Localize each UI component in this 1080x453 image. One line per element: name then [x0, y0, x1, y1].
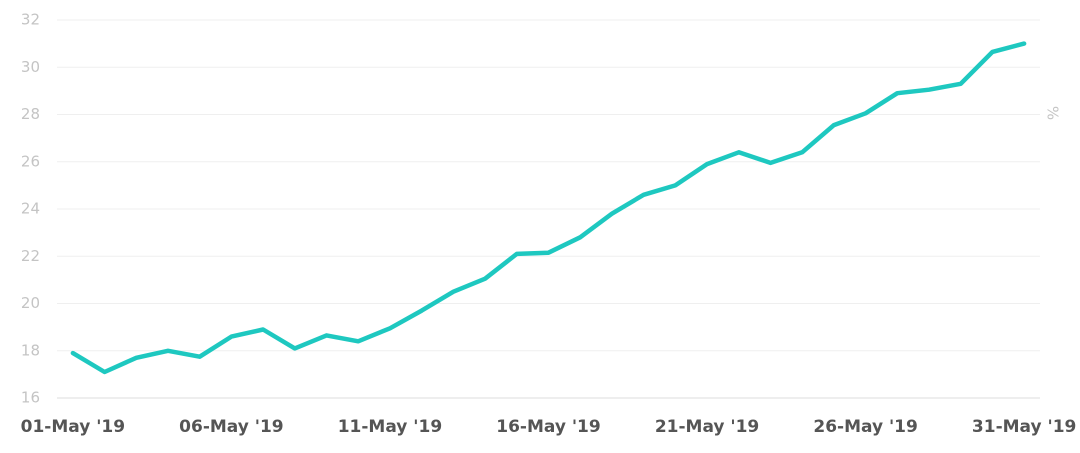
x-tick-label: 31-May '19 — [972, 417, 1076, 437]
x-tick-label: 16-May '19 — [496, 417, 600, 437]
y-tick-label: 26 — [21, 152, 40, 170]
y-tick-label: 24 — [21, 200, 40, 218]
y-tick-label: 16 — [21, 389, 40, 407]
x-tick-label: 26-May '19 — [813, 417, 917, 437]
x-tick-label: 01-May '19 — [21, 417, 125, 437]
y-tick-label: 28 — [21, 105, 40, 123]
x-tick-label: 11-May '19 — [338, 417, 442, 437]
x-tick-label: 06-May '19 — [179, 417, 283, 437]
y-axis-label: % — [1044, 106, 1062, 120]
data-line — [70, 41, 1027, 375]
y-tick-label: 30 — [21, 58, 40, 76]
y-tick-label: 20 — [21, 294, 40, 312]
y-tick-label: 18 — [21, 341, 40, 359]
y-tick-label: 32 — [21, 11, 40, 29]
x-tick-label: 21-May '19 — [655, 417, 759, 437]
y-tick-label: 22 — [21, 247, 40, 265]
